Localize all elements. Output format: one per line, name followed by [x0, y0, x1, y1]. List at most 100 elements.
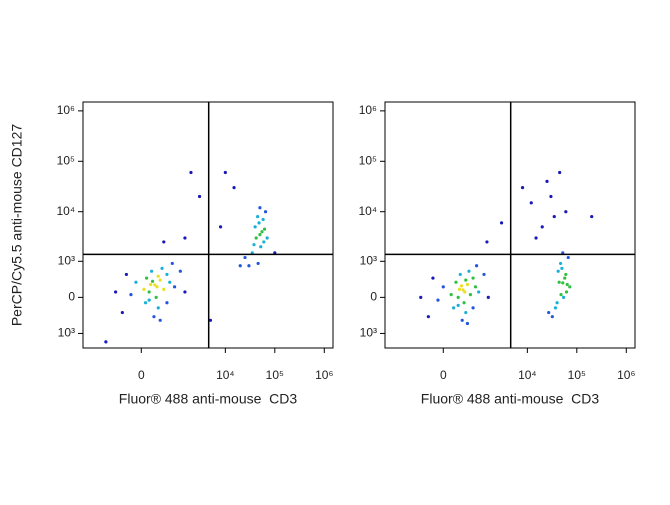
y-tick-label: 0 — [370, 290, 377, 304]
event-dot — [553, 306, 558, 310]
event-dot — [263, 210, 268, 214]
event-dot — [419, 295, 423, 299]
event-dot — [549, 194, 553, 199]
event-dot — [552, 214, 556, 219]
event-dot — [232, 186, 236, 190]
event-dot — [150, 269, 154, 273]
event-dot — [258, 206, 262, 210]
event-dot — [560, 266, 564, 270]
x-tick-label: 10⁴ — [216, 368, 235, 382]
event-dot — [153, 283, 157, 287]
event-dot — [178, 269, 182, 273]
event-dot — [256, 261, 260, 266]
x-tick-label: 0 — [440, 368, 447, 382]
event-dot — [564, 290, 569, 294]
event-dot — [458, 272, 462, 277]
event-dot — [457, 287, 462, 291]
event-dot — [208, 318, 213, 322]
event-dot — [563, 276, 567, 280]
x-tick-label: 0 — [138, 368, 145, 382]
event-dot — [456, 303, 460, 307]
event-dot — [104, 340, 108, 344]
y-tick-label: 10³ — [360, 326, 377, 340]
event-dot — [256, 214, 260, 219]
event-dot — [150, 279, 155, 283]
event-dot — [170, 261, 174, 266]
event-dot — [558, 261, 563, 266]
event-dot — [156, 274, 160, 278]
event-dot — [261, 217, 265, 222]
event-dot — [534, 236, 538, 240]
event-dot — [144, 276, 149, 280]
event-dot — [431, 276, 435, 280]
event-dot — [471, 306, 475, 310]
event-dot — [463, 290, 467, 294]
x-tick-label: 10⁵ — [266, 368, 284, 382]
event-dot — [460, 318, 464, 322]
event-dot — [529, 201, 533, 205]
y-tick-label: 10⁵ — [359, 153, 377, 167]
event-dot — [540, 225, 544, 229]
event-dot — [461, 288, 465, 292]
event-dot — [565, 282, 569, 287]
event-dot — [258, 233, 262, 237]
event-dot — [464, 278, 468, 282]
event-dot — [556, 269, 560, 273]
event-dot — [456, 295, 460, 299]
event-dot — [265, 236, 269, 240]
y-axis-title: PerCP/Cy5.5 anti-mouse CD127 — [9, 124, 25, 327]
event-dot — [158, 278, 162, 282]
x-tick-label: 10⁵ — [568, 368, 586, 382]
event-dot — [262, 227, 267, 231]
event-dot — [561, 281, 565, 285]
x-tick-label: 10⁶ — [315, 368, 333, 382]
event-dot — [465, 321, 470, 326]
event-dot — [172, 285, 177, 289]
y-tick-label: 10³ — [58, 326, 75, 340]
event-dot — [590, 214, 594, 219]
event-dot — [114, 290, 118, 294]
event-dot — [441, 285, 445, 289]
event-dot — [165, 272, 169, 277]
event-dot — [162, 287, 166, 291]
event-dot — [467, 269, 471, 273]
event-dot — [147, 290, 151, 294]
event-dot — [558, 170, 562, 175]
event-dot — [120, 310, 124, 315]
event-dot — [183, 236, 187, 240]
event-dot — [520, 186, 525, 190]
event-dot — [485, 240, 489, 244]
event-dot — [254, 236, 258, 240]
event-dot — [550, 315, 554, 319]
event-dot — [499, 221, 504, 225]
event-dot — [545, 179, 549, 183]
event-dot — [486, 295, 490, 299]
event-dot — [143, 301, 148, 305]
event-dot — [243, 255, 247, 260]
event-dot — [555, 301, 559, 305]
event-dot — [134, 280, 138, 284]
event-dot — [564, 272, 568, 277]
event-dot — [464, 310, 468, 315]
y-tick-label: 0 — [68, 290, 75, 304]
event-dot — [566, 255, 570, 260]
event-dot — [462, 301, 466, 305]
event-dot — [559, 293, 563, 297]
event-dot — [449, 293, 453, 297]
event-dot — [162, 240, 166, 244]
event-dot — [471, 276, 475, 280]
event-dot — [477, 290, 481, 294]
event-dot — [197, 194, 202, 199]
y-tick-label: 10⁴ — [56, 204, 75, 218]
event-dot — [154, 295, 158, 299]
y-tick-label: 10³ — [360, 253, 377, 267]
event-dot — [454, 280, 458, 284]
y-tick-label: 10⁶ — [359, 103, 377, 117]
event-dot — [238, 264, 242, 268]
event-dot — [152, 315, 156, 319]
event-dot — [247, 264, 251, 268]
event-dot — [165, 301, 169, 305]
event-dot — [465, 282, 470, 287]
